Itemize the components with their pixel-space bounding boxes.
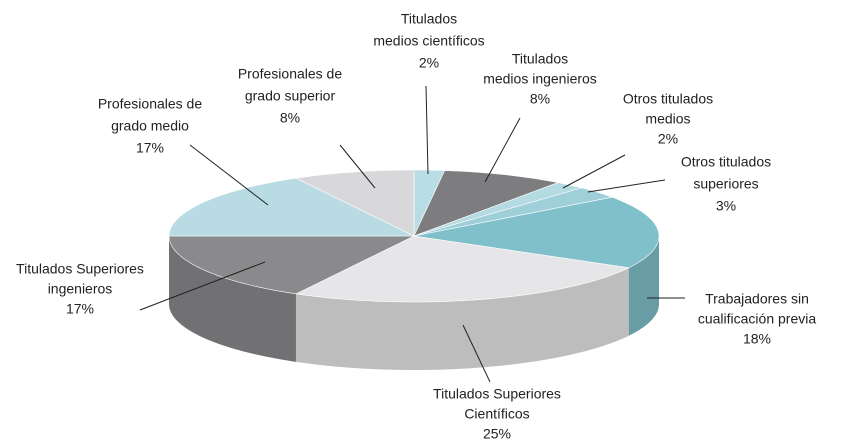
slice xyxy=(168,235,415,295)
slice-label: superiores xyxy=(693,176,758,192)
value-label: 2% xyxy=(658,131,678,147)
slice-label: Titulados Superiores xyxy=(433,386,561,402)
slice xyxy=(413,170,560,237)
slice-label: Otros titulados xyxy=(623,91,713,107)
slice-label: medios científicos xyxy=(373,33,484,49)
slice xyxy=(294,235,630,303)
leader-line xyxy=(139,261,266,311)
slice-label: medios ingenieros xyxy=(483,71,597,87)
slice-label: cualificación previa xyxy=(698,311,816,327)
slice-label: ingenieros xyxy=(48,281,113,297)
slice-label: Trabajadores sin xyxy=(705,291,809,307)
slice-label: Otros titulados xyxy=(681,154,771,170)
leader-line xyxy=(189,144,269,206)
slice-side xyxy=(628,236,659,336)
leader-line xyxy=(562,154,626,189)
slice xyxy=(168,177,415,237)
slice-label: Profesionales de xyxy=(98,96,203,112)
slice xyxy=(294,169,415,237)
pie-tops xyxy=(168,169,660,303)
slice-label: Titulados xyxy=(401,11,457,27)
slice-label: medios xyxy=(645,111,690,127)
value-label: 8% xyxy=(530,91,550,107)
slice-label: Profesionales de xyxy=(238,66,343,82)
slice-side xyxy=(295,267,629,370)
value-label: 17% xyxy=(66,301,94,317)
slice-label: Titulados xyxy=(512,51,568,67)
value-label: 18% xyxy=(743,331,771,347)
slice-label: Científicos xyxy=(464,406,529,422)
value-label: 8% xyxy=(280,110,300,126)
leader-line xyxy=(484,117,521,183)
slice-label: Titulados Superiores xyxy=(16,261,144,277)
leader-line xyxy=(425,85,429,175)
value-label: 2% xyxy=(419,55,439,71)
leader-line xyxy=(339,144,376,189)
slice xyxy=(413,196,660,269)
value-label: 3% xyxy=(716,198,736,214)
value-label: 25% xyxy=(483,426,511,442)
slice xyxy=(413,187,614,237)
slice xyxy=(413,182,583,237)
pie-sides xyxy=(169,236,659,370)
leader-line xyxy=(587,179,666,193)
slice-side xyxy=(169,236,296,362)
value-label: 17% xyxy=(136,140,164,156)
slice-label: grado superior xyxy=(245,88,336,104)
slice-label: grado medio xyxy=(111,118,189,134)
leader-line xyxy=(462,324,491,383)
